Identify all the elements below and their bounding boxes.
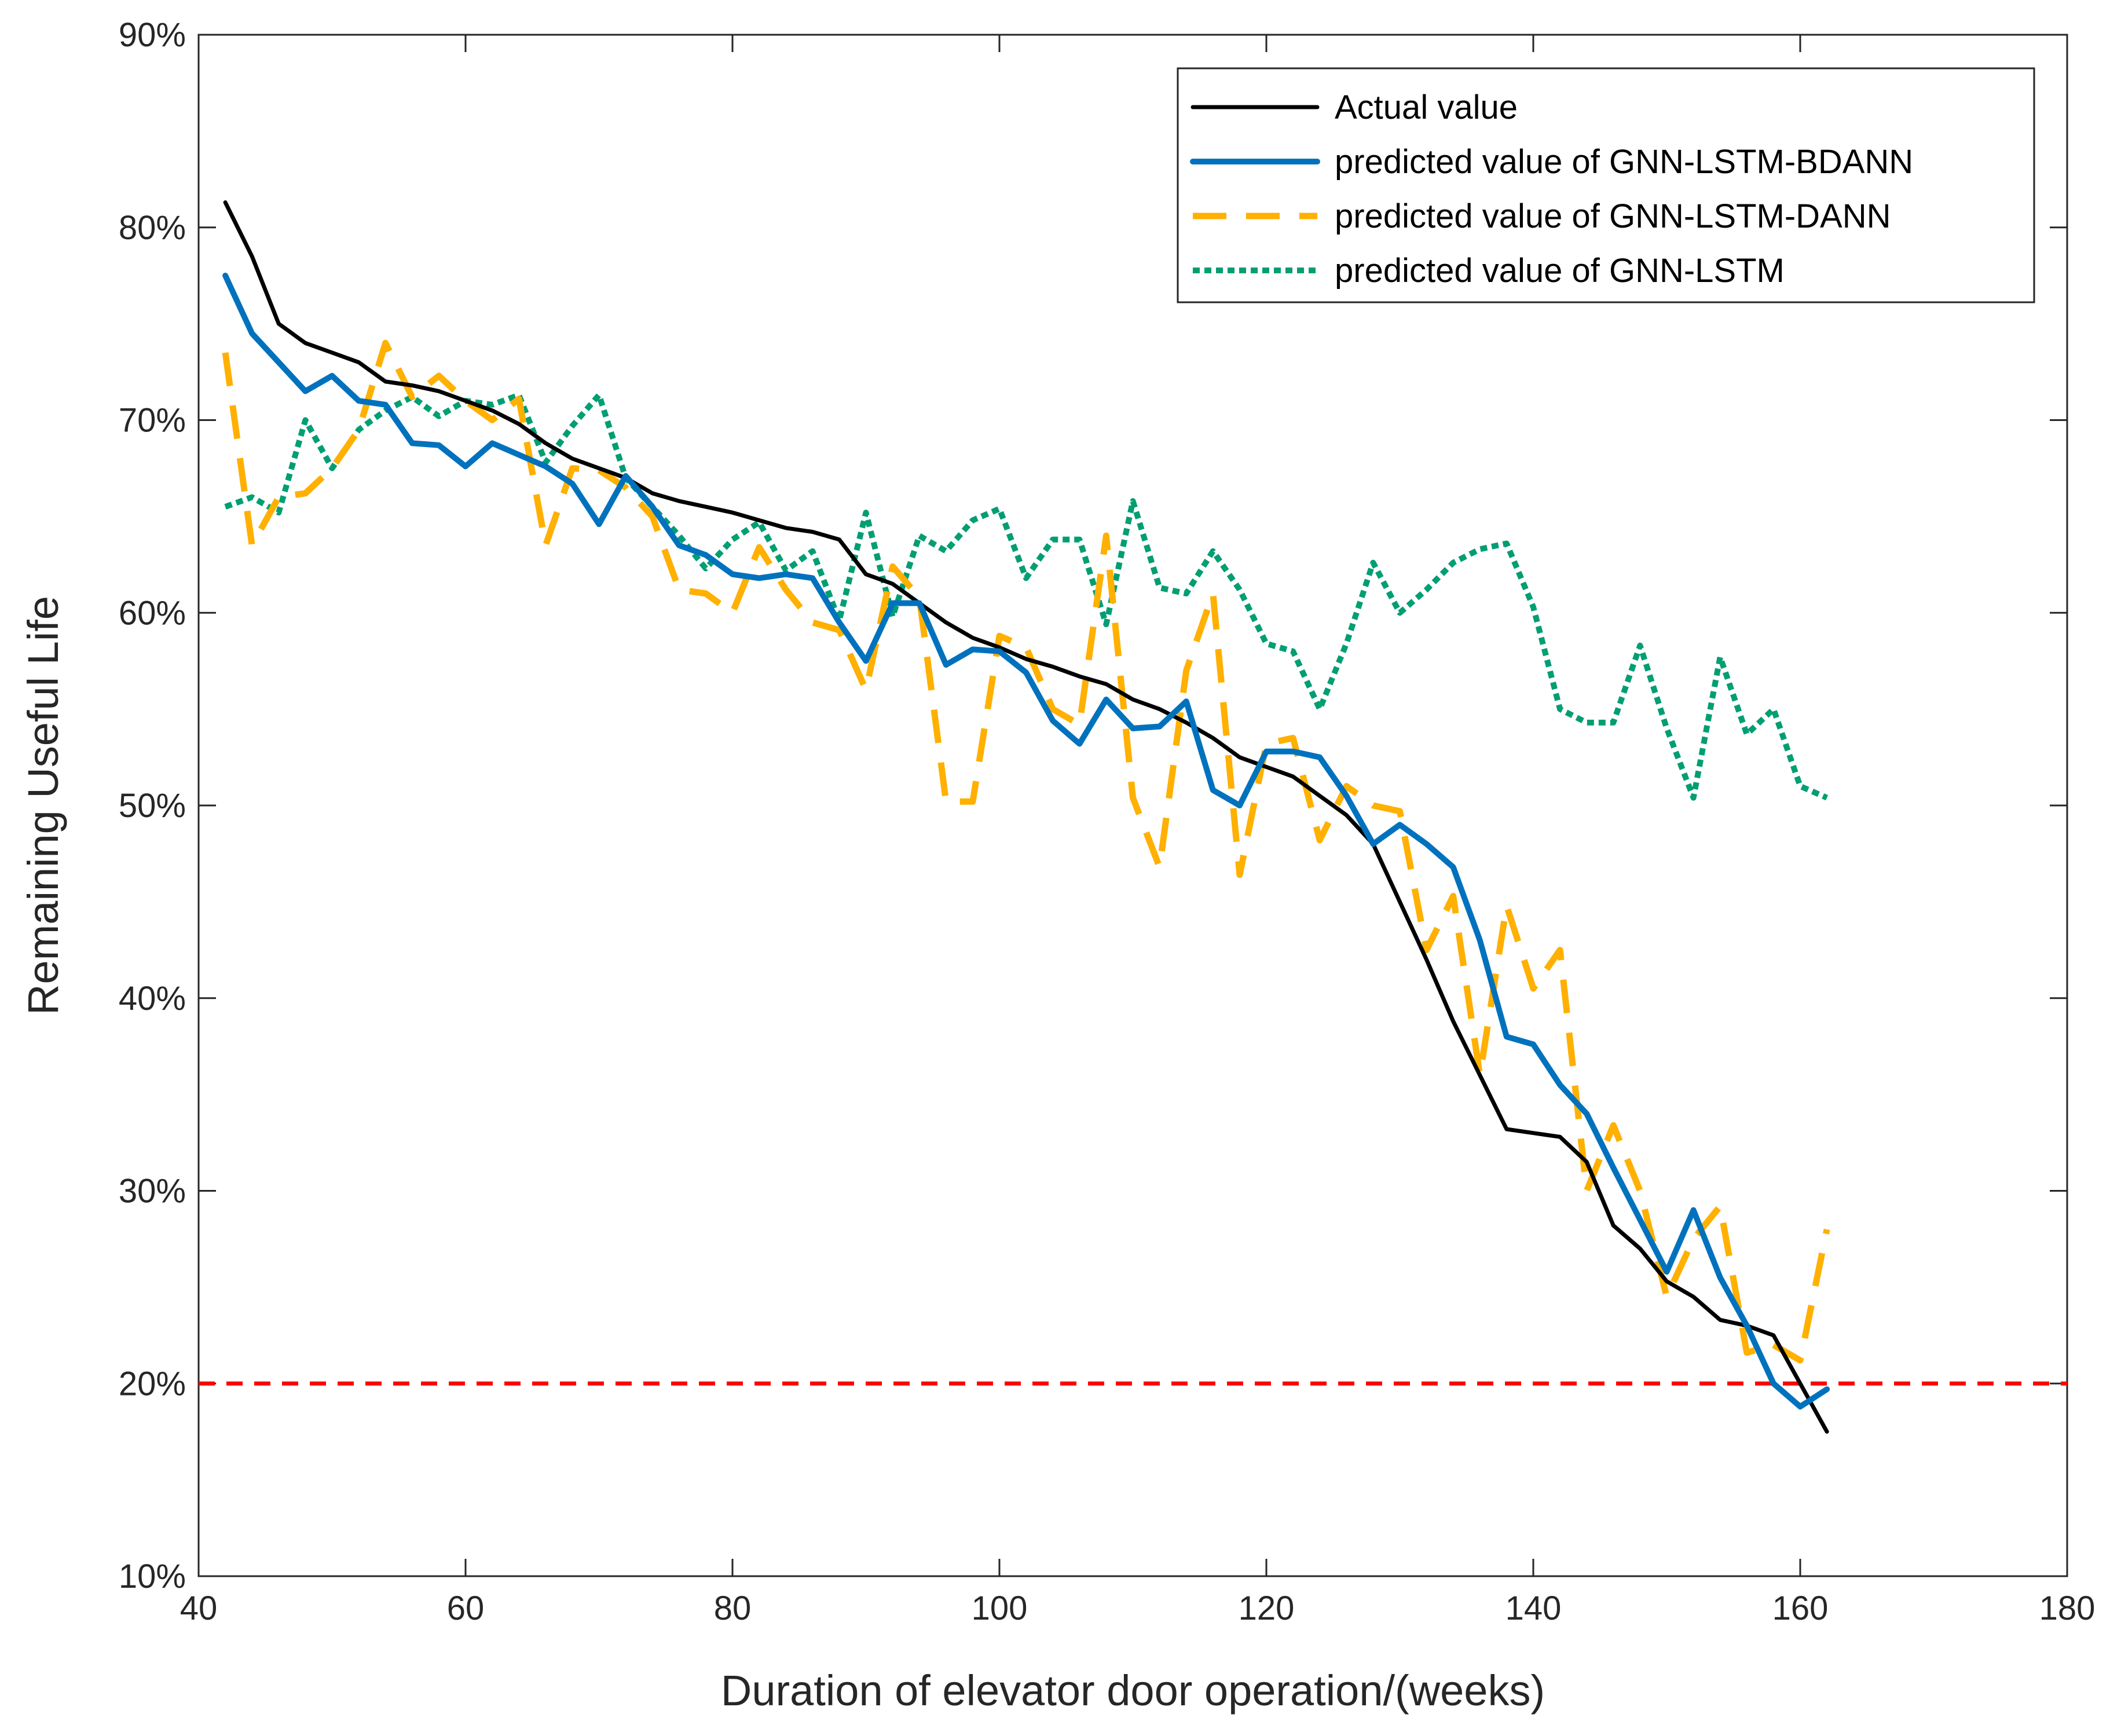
x-tick-label: 40 xyxy=(180,1589,218,1627)
y-tick-label: 70% xyxy=(119,402,186,440)
y-axis-title: Remaining Useful Life xyxy=(19,596,67,1015)
y-tick-label: 90% xyxy=(119,16,186,54)
y-tick-label: 60% xyxy=(119,594,186,632)
x-tick-label: 160 xyxy=(1772,1589,1829,1627)
y-tick-label: 40% xyxy=(119,980,186,1017)
series-line-0 xyxy=(223,200,1829,1434)
series-line-1 xyxy=(222,272,1830,1410)
legend-label: predicted value of GNN-LSTM xyxy=(1335,252,1785,290)
y-tick-label: 50% xyxy=(119,787,186,825)
series-layer xyxy=(222,200,1830,1434)
y-tick-label: 30% xyxy=(119,1173,186,1210)
x-tick-label: 140 xyxy=(1505,1589,1562,1627)
series-line-2 xyxy=(222,339,1830,1364)
legend-label: predicted value of GNN-LSTM-BDANN xyxy=(1335,143,1913,181)
x-tick-label: 60 xyxy=(447,1589,485,1627)
series-line-3 xyxy=(224,392,1829,801)
y-tick-label: 20% xyxy=(119,1365,186,1402)
x-tick-label: 120 xyxy=(1239,1589,1295,1627)
legend-box xyxy=(1177,67,2035,303)
axis-ticks: 40 60 80 100 120 140 160 180 10% 20% 30% 40% 50% 60% 7… xyxy=(119,16,2095,1627)
legend-label: Actual value xyxy=(1335,89,1518,126)
x-axis-title: Duration of elevator door operation/(wee… xyxy=(721,1667,1545,1715)
y-tick-label: 80% xyxy=(119,209,186,247)
y-tick-label: 10% xyxy=(119,1558,186,1595)
x-tick-label: 100 xyxy=(972,1589,1028,1627)
x-tick-label: 180 xyxy=(2039,1589,2096,1627)
x-tick-label: 80 xyxy=(714,1589,752,1627)
legend: Actual value predicted value of GNN-LSTM-… xyxy=(1177,67,2035,303)
legend-label: predicted value of GNN-LSTM-DANN xyxy=(1335,197,1891,235)
